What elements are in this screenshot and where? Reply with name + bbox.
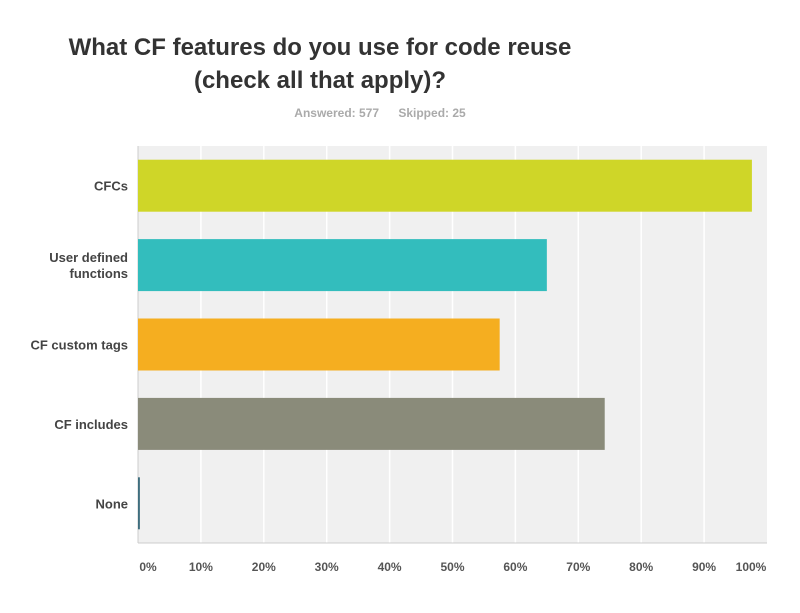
category-label: functions <box>70 266 129 281</box>
x-tick-label: 60% <box>503 560 527 574</box>
x-tick-label: 30% <box>315 560 339 574</box>
x-tick-label: 90% <box>692 560 716 574</box>
bar-cfcs <box>138 159 752 212</box>
x-tick-label: 100% <box>736 560 767 574</box>
bar-none <box>138 477 140 530</box>
x-tick-label: 50% <box>440 560 464 574</box>
skipped-count: Skipped: 25 <box>398 106 466 120</box>
bar-user-defined-functions <box>138 239 547 292</box>
category-label: CF includes <box>54 417 128 432</box>
x-tick-label: 20% <box>252 560 276 574</box>
x-tick-label: 40% <box>378 560 402 574</box>
category-label: None <box>96 496 129 511</box>
bar-cf-includes <box>138 397 605 450</box>
answered-count: Answered: 577 <box>294 106 379 120</box>
x-tick-label: 0% <box>139 560 157 574</box>
x-tick-label: 70% <box>566 560 590 574</box>
chart-title-line-2: (check all that apply)? <box>193 67 447 94</box>
response-summary: Answered: 577 Skipped: 25 <box>200 106 560 120</box>
x-tick-label: 80% <box>629 560 653 574</box>
chart-title-line-1: What CF features do you use for code reu… <box>68 34 572 61</box>
category-label: CFCs <box>94 179 128 194</box>
category-label: User defined <box>49 250 128 265</box>
category-label: CF custom tags <box>30 338 128 353</box>
bar-cf-custom-tags <box>138 318 500 371</box>
x-tick-label: 10% <box>189 560 213 574</box>
